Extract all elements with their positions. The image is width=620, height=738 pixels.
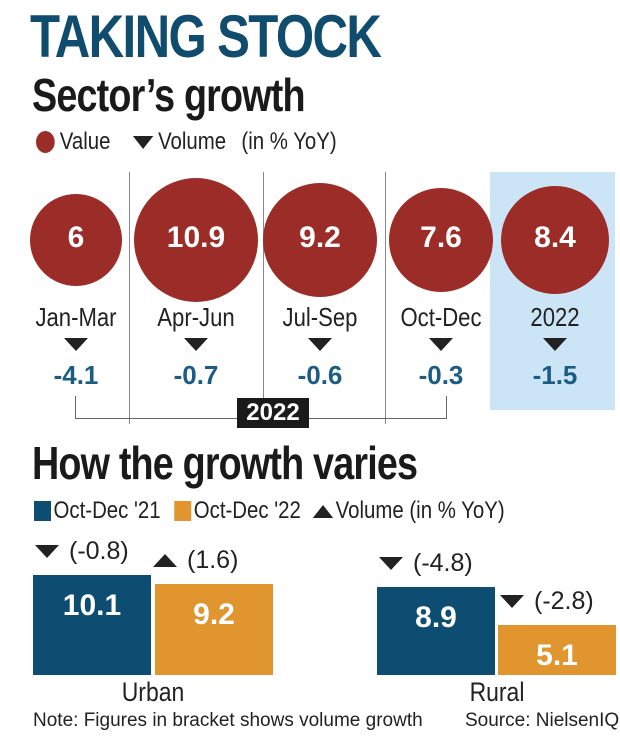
- bar: 10.1: [33, 575, 151, 675]
- category-label: Apr-Jun: [157, 302, 235, 332]
- bar-value-label: 9.2: [193, 597, 235, 631]
- volume-value: (1.6): [187, 545, 239, 574]
- volume-down-triangle-icon: [500, 594, 524, 608]
- bubble-value-label: 8.4: [534, 221, 576, 254]
- bubble-legend: Value Volume (in % YoY): [36, 128, 337, 156]
- volume-value-label: -1.5: [532, 360, 578, 390]
- source: Source: NielsenIQ: [465, 710, 620, 731]
- value-bubble: [500, 185, 610, 295]
- volume-value-label: -0.6: [297, 360, 343, 390]
- column-divider: [263, 172, 264, 424]
- legend-value-label: Value: [59, 128, 111, 155]
- category-label: Rural: [469, 677, 525, 707]
- category-label: Jul-Sep: [282, 302, 358, 332]
- bubble-value-label: 10.9: [166, 221, 226, 254]
- value-bubble: [262, 182, 377, 297]
- bar-value-label: 8.9: [415, 600, 457, 634]
- value-bubble: [29, 193, 123, 287]
- bar-volume-annotation: (-0.8): [35, 537, 129, 566]
- category-label: Jan-Mar: [35, 302, 117, 332]
- section-heading-sector-growth: Sector’s growth: [32, 69, 306, 121]
- volume-up-triangle-icon: [153, 553, 177, 567]
- bar: 9.2: [155, 583, 273, 675]
- volume-value-label: -0.3: [418, 360, 464, 390]
- legend-series1: Oct-Dec '21: [53, 497, 161, 524]
- volume-value: (-0.8): [69, 537, 129, 565]
- legend-volume: Volume (in % YoY): [335, 497, 505, 524]
- legend-unit-label: (in % YoY): [241, 128, 337, 155]
- volume-down-triangle-icon: [35, 545, 59, 558]
- bubble-value-label: 7.6: [420, 221, 462, 254]
- bar-value-label: 5.1: [536, 638, 578, 672]
- category-label: Oct-Dec: [400, 302, 482, 332]
- bubble-value-label: 9.2: [299, 221, 341, 254]
- volume-value: (-2.8): [534, 586, 594, 615]
- category-label: 2022: [530, 302, 580, 332]
- bar-volume-annotation: (-2.8): [500, 587, 594, 616]
- bar-legend: Oct-Dec '21 Oct-Dec '22 Volume (in % YoY…: [34, 497, 505, 525]
- value-bubble: [389, 188, 493, 292]
- legend-series2: Oct-Dec '22: [193, 497, 301, 524]
- series2-swatch-icon: [174, 501, 192, 521]
- volume-down-triangle-icon: [132, 135, 153, 149]
- volume-value: (-4.8): [413, 548, 473, 577]
- series1-swatch-icon: [34, 501, 51, 521]
- volume-down-triangle-icon: [64, 338, 88, 351]
- bar-volume-annotation: (1.6): [153, 546, 238, 575]
- volume-down-triangle-icon: [429, 338, 453, 351]
- bracket-year-label: 2022: [237, 398, 309, 428]
- value-bubble: [133, 177, 259, 303]
- category-label: Urban: [121, 677, 185, 707]
- bubble-value-label: 6: [67, 221, 85, 254]
- column-divider: [385, 172, 386, 424]
- volume-down-triangle-icon: [184, 338, 208, 351]
- section-heading-growth-varies: How the growth varies: [32, 437, 418, 489]
- bar: 5.1: [498, 624, 616, 675]
- volume-down-triangle-icon: [379, 556, 403, 570]
- volume-value-label: -0.7: [173, 360, 219, 390]
- infographic-title: TAKING STOCK: [30, 3, 382, 70]
- volume-value-label: -4.1: [53, 360, 99, 390]
- volume-down-triangle-icon: [543, 338, 567, 351]
- legend-volume-label: Volume: [158, 128, 227, 155]
- bar-volume-annotation: (-4.8): [379, 549, 473, 578]
- footnote: Note: Figures in bracket shows volume gr…: [33, 710, 423, 731]
- volume-up-triangle-icon: [312, 504, 334, 518]
- volume-down-triangle-icon: [308, 338, 332, 351]
- bar: 8.9: [377, 586, 495, 675]
- bar-value-label: 10.1: [62, 589, 122, 622]
- value-dot-icon: [36, 131, 55, 153]
- column-divider: [129, 172, 130, 424]
